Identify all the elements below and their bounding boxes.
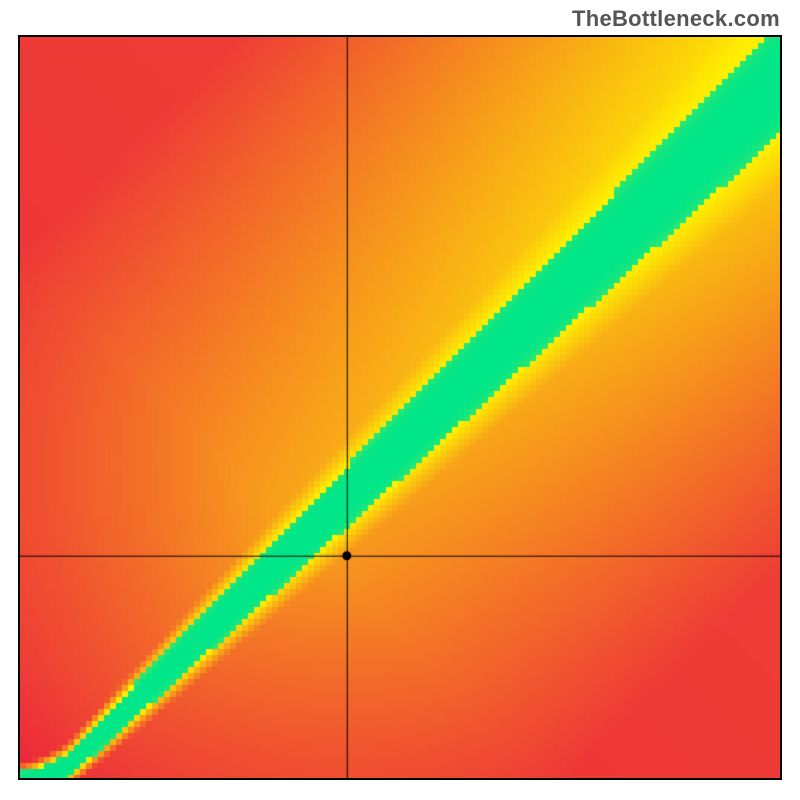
figure-container: TheBottleneck.com [0,0,800,800]
heatmap-canvas [20,37,780,778]
watermark-text: TheBottleneck.com [572,6,780,32]
plot-frame [18,35,782,780]
